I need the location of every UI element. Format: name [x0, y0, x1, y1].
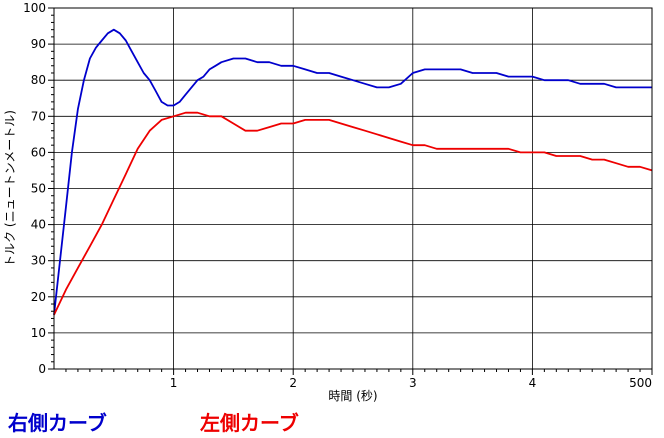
series-line-right-curve — [53, 28, 652, 315]
legend-left-curve: 左側カーブ — [200, 411, 299, 435]
plot-frame — [53, 7, 653, 370]
x-tick-label: 500 — [629, 376, 652, 390]
x-tick-label: 3 — [409, 376, 417, 390]
y-axis-label: トルク (ニュートンメートル) — [3, 110, 17, 267]
y-tick-label: 80 — [31, 73, 46, 87]
y-tick-label: 100 — [23, 1, 46, 15]
x-tick-label: 1 — [170, 376, 178, 390]
y-tick-label: 70 — [31, 109, 46, 123]
y-tick-label: 90 — [31, 37, 46, 51]
y-tick-label: 30 — [31, 254, 46, 268]
tick-label-layer: 0 10 20 30 40 50 60 70 80 90 100 1 2 3 4 500 — [23, 1, 652, 390]
x-tick-label: 2 — [289, 376, 297, 390]
y-tick-label: 10 — [31, 326, 46, 340]
series-line-left-curve — [53, 111, 653, 316]
y-tick-label: 40 — [31, 218, 46, 232]
x-axis-label: 時間 (秒) — [328, 389, 377, 403]
x-tick-label: 4 — [529, 376, 537, 390]
legend-right-curve: 右側カーブ — [8, 411, 107, 435]
y-tick-label: 60 — [31, 145, 46, 159]
y-tick-label: 20 — [31, 290, 46, 304]
series-layer — [53, 28, 653, 316]
y-tick-label: 0 — [38, 362, 46, 376]
grid-layer — [54, 8, 652, 369]
y-tick-label: 50 — [31, 182, 46, 196]
